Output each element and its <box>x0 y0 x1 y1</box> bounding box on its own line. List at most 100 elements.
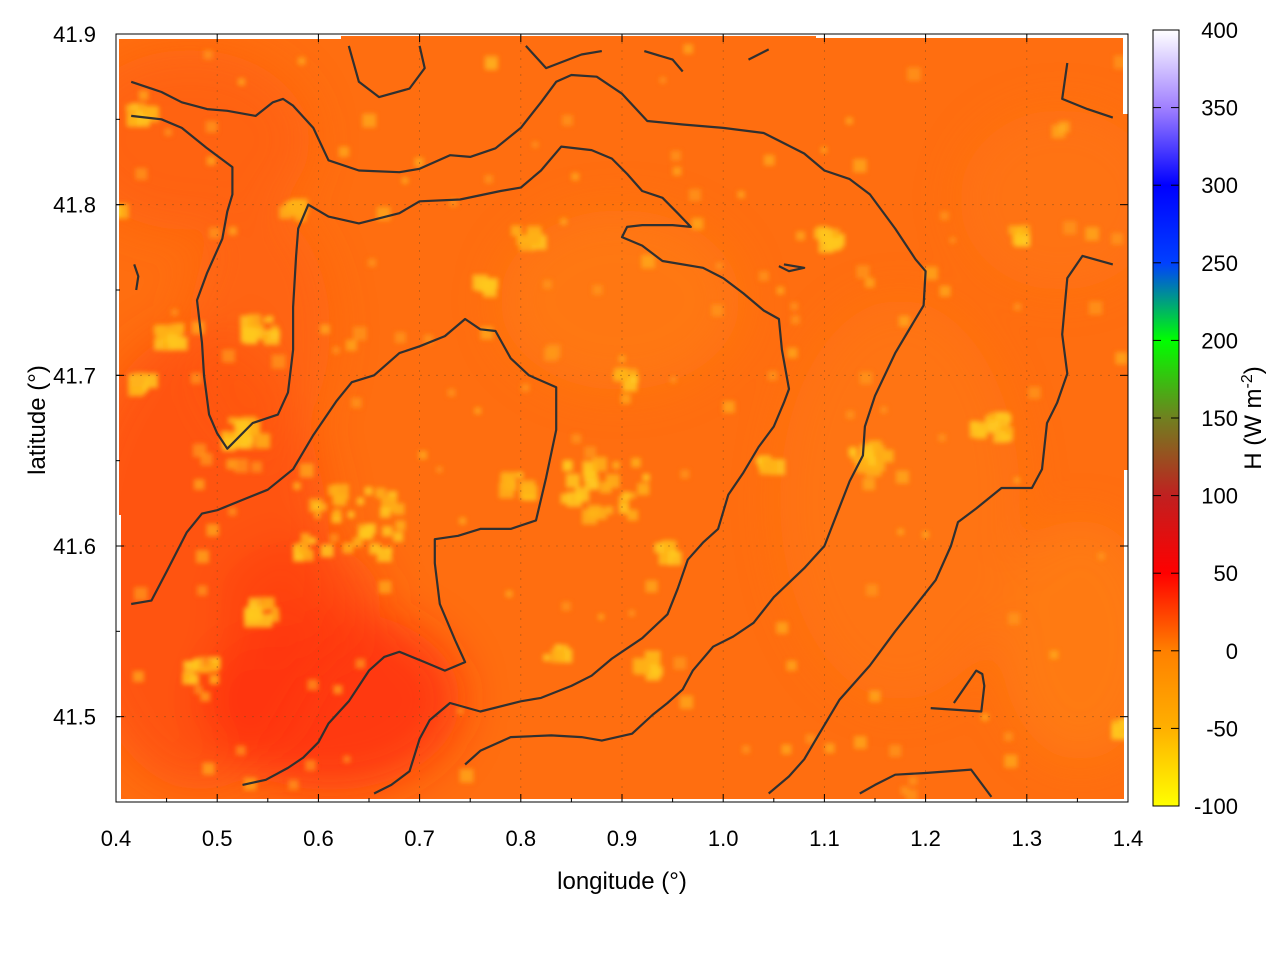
hotspot-pixel <box>560 218 567 225</box>
hotspot-pixel <box>271 354 286 369</box>
hotspot-pixel <box>866 584 878 596</box>
hotspot-pixel <box>630 375 639 384</box>
y-axis-label: latitude (°) <box>24 365 51 475</box>
x-tick-label: 1.2 <box>910 826 941 851</box>
hotspot-pixel <box>382 526 393 537</box>
hotspot-pixel <box>1115 352 1128 365</box>
contour-line <box>131 114 791 795</box>
hotspot-pixel <box>672 166 682 176</box>
hotspot-pixel <box>202 762 215 775</box>
hotspot-pixel <box>940 211 949 221</box>
hotspot-pixel <box>378 580 392 594</box>
hotspot-pixel <box>1116 726 1124 733</box>
hotspot-pixel <box>805 734 815 744</box>
contour-line <box>130 73 927 766</box>
colorbar: 400 350 300 250 200 150 100 50 0 -50 -100 H (W m-2… <box>1152 18 1267 819</box>
hotspot-pixel <box>786 660 797 671</box>
hotspot-pixel <box>742 745 750 754</box>
hotspot-pixel <box>641 254 655 269</box>
hotspot-pixel <box>620 393 631 404</box>
hotspot-pixel <box>818 228 833 242</box>
hotspot-pixel <box>584 446 597 459</box>
hotspot-pixel <box>845 117 853 125</box>
hotspot-pixel <box>511 471 518 478</box>
hotspot-pixel <box>167 334 178 345</box>
hotspot-pixel <box>364 486 373 496</box>
x-tick-label: 0.9 <box>607 826 638 851</box>
contour-line <box>133 264 140 291</box>
hotspot-pixel <box>645 580 658 593</box>
hotspot-pixel <box>164 128 172 136</box>
hotspot-pixel <box>394 332 406 344</box>
hotspot-pixel <box>1028 386 1041 399</box>
hotspot-pixel <box>333 509 342 518</box>
hotspot-pixel <box>1013 303 1022 311</box>
contour-line <box>131 317 558 786</box>
x-tick-label: 0.8 <box>506 826 537 851</box>
hotspot-pixel <box>133 671 144 682</box>
x-tick-label: 1.4 <box>1113 826 1144 851</box>
hotspot-pixel <box>859 371 873 385</box>
hotspot-pixel <box>247 423 259 436</box>
hotspot-pixel <box>138 90 149 101</box>
hotspot-pixel <box>618 503 629 514</box>
colorbar-label-suffix: ) <box>1240 366 1267 374</box>
hotspot-pixel <box>377 547 392 562</box>
hotspot-pixel <box>820 146 827 153</box>
hotspot-pixel <box>186 661 197 672</box>
hotspot-pixel <box>988 412 997 421</box>
y-tick-label: 41.5 <box>53 705 96 730</box>
x-tick-label: 0.6 <box>303 826 334 851</box>
hotspot-pixel <box>135 110 144 118</box>
hotspot-pixel <box>1004 732 1013 741</box>
hotspot-pixel <box>1088 301 1103 315</box>
hotspot-pixel <box>240 315 253 328</box>
hotspot-pixel <box>824 743 835 753</box>
hotspot-pixel <box>1008 225 1018 235</box>
x-tick-label: 0.5 <box>202 826 233 851</box>
x-tick-label: 0.7 <box>404 826 435 851</box>
hotspot-pixel <box>171 308 179 316</box>
hotspot-pixel <box>329 533 339 543</box>
hotspot-pixel <box>505 590 513 598</box>
hotspot-pixel <box>209 227 221 239</box>
hotspot-pixel <box>209 674 220 685</box>
colorbar-tick-label: -50 <box>1206 716 1238 741</box>
hotspot-pixel <box>856 265 870 279</box>
hotspot-pixel <box>355 658 366 669</box>
hotspot-pixel <box>598 613 605 620</box>
colorbar-tick-label: 350 <box>1201 96 1238 121</box>
hotspot-pixel <box>571 433 582 444</box>
hotspot-pixel <box>190 372 202 384</box>
contour-line <box>1061 62 1114 119</box>
hotspot-pixel <box>830 228 840 238</box>
hotspot-pixel <box>194 479 205 490</box>
hotspot-pixel <box>683 44 694 54</box>
hotspot-pixel <box>314 512 321 519</box>
hotspot-pixel <box>882 450 892 461</box>
hotspot-pixel <box>367 258 376 267</box>
hotspot-pixel <box>1111 232 1123 245</box>
hotspot-pixel <box>254 433 271 449</box>
hotspot-pixel <box>679 695 694 709</box>
hotspot-pixel <box>487 278 499 289</box>
hotspot-pixel <box>592 456 607 472</box>
hotspot-pixel <box>199 656 212 669</box>
contour-line <box>767 254 1114 795</box>
hotspot-pixel <box>135 168 148 180</box>
hotspot-pixel <box>621 491 631 500</box>
hotspot-pixel <box>234 420 250 436</box>
colorbar-tick-label: 100 <box>1201 484 1238 509</box>
hotspot-pixel <box>387 491 398 501</box>
hotspot-pixel <box>300 533 310 542</box>
y-tick-label: 41.7 <box>53 363 96 388</box>
hotspot-pixel <box>131 374 144 387</box>
hotspot-pixel <box>270 325 279 334</box>
hotspot-pixel <box>143 373 158 389</box>
colorbar-tick-label: 200 <box>1201 328 1238 353</box>
hotspot-pixel <box>873 445 885 457</box>
hotspot-pixel <box>319 503 327 511</box>
hotspot-pixel <box>670 150 681 161</box>
hotspot-pixel <box>360 527 373 540</box>
